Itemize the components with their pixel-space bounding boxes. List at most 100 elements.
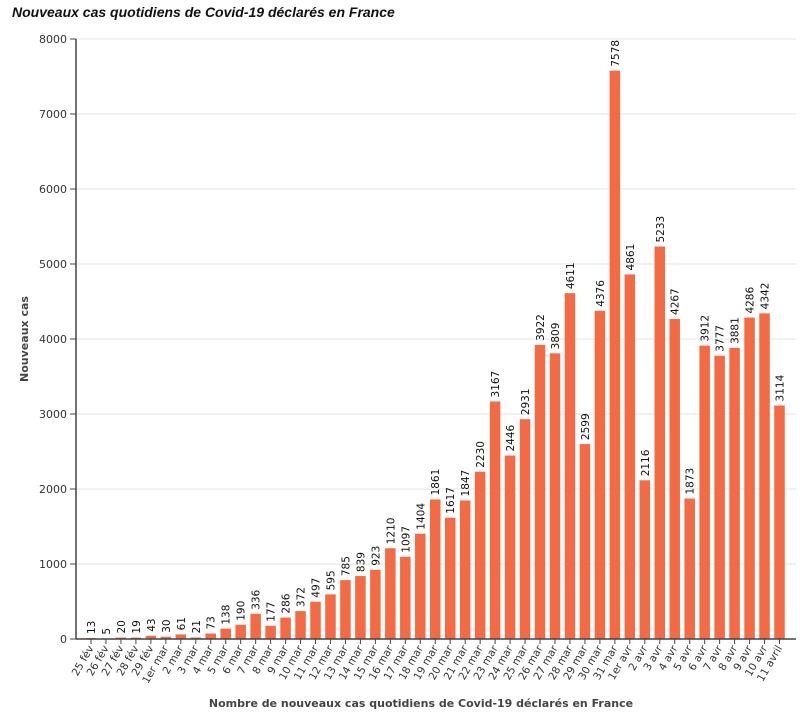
bar	[729, 347, 740, 639]
bar	[235, 624, 246, 639]
data-label: 1210	[385, 518, 397, 545]
bar	[699, 345, 710, 639]
data-label: 4342	[760, 283, 772, 310]
data-label: 7578	[610, 40, 622, 67]
bar	[415, 533, 426, 639]
data-label: 177	[266, 602, 278, 622]
bar	[519, 419, 531, 639]
data-label: 21	[191, 620, 203, 633]
data-label: 497	[311, 578, 323, 598]
data-label: 595	[325, 570, 337, 590]
data-label: 5	[101, 628, 113, 635]
x-axis-title: Nombre de nouveaux cas quotidiens de Cov…	[209, 697, 633, 710]
data-label: 138	[221, 605, 233, 625]
data-label: 4611	[565, 262, 577, 289]
data-label: 5233	[655, 216, 667, 243]
bar	[370, 569, 381, 639]
data-label: 4286	[745, 287, 757, 314]
data-label: 4376	[595, 280, 607, 307]
bars	[85, 70, 785, 639]
bar	[280, 617, 291, 639]
y-tick-label: 2000	[39, 483, 67, 496]
data-label: 3777	[715, 325, 727, 352]
data-label: 785	[340, 556, 352, 576]
bar	[564, 293, 576, 639]
data-label: 286	[281, 593, 293, 613]
bar	[714, 355, 725, 639]
bar	[669, 318, 680, 639]
data-label: 3114	[775, 374, 787, 401]
bar	[639, 480, 651, 639]
data-label: 1097	[400, 526, 412, 553]
data-label: 2116	[640, 449, 652, 476]
data-label: 1873	[685, 468, 697, 495]
data-label: 4267	[670, 288, 682, 315]
data-label: 2446	[505, 425, 517, 452]
data-label: 43	[146, 618, 158, 631]
bar	[430, 499, 441, 639]
y-tick-label: 3000	[39, 408, 67, 421]
bar	[474, 471, 486, 639]
data-label: 20	[116, 620, 128, 633]
bar	[145, 635, 157, 639]
data-label: 2931	[520, 388, 532, 415]
bar	[310, 601, 321, 639]
y-tick-label: 6000	[39, 183, 67, 196]
data-label: 19	[131, 620, 143, 633]
bar	[250, 613, 261, 639]
bar	[295, 611, 306, 639]
y-tick-label: 4000	[39, 333, 67, 346]
bar	[744, 317, 755, 639]
y-tick-label: 0	[60, 633, 67, 646]
bar	[654, 246, 666, 639]
data-label: 4861	[625, 244, 637, 271]
bar	[774, 405, 785, 639]
bar	[160, 636, 172, 639]
bar	[609, 70, 621, 639]
y-tick-label: 5000	[39, 258, 67, 271]
y-tick-label: 1000	[39, 558, 67, 571]
bar	[579, 444, 591, 639]
bar	[459, 500, 471, 639]
bar	[489, 401, 501, 639]
data-label: 61	[176, 617, 188, 630]
bar	[444, 517, 456, 639]
data-label: 1617	[445, 487, 457, 514]
data-label: 190	[236, 601, 248, 621]
data-label: 30	[161, 619, 173, 632]
data-label: 13	[86, 621, 98, 634]
data-label: 839	[355, 552, 367, 572]
y-tick-label: 7000	[39, 108, 67, 121]
y-axis-ticks: 0 1000 2000 3000 4000 5000 6000 7000 8000	[39, 33, 76, 646]
bar	[594, 310, 606, 639]
bar	[385, 548, 396, 639]
data-label: 1404	[415, 503, 427, 530]
bar	[325, 594, 336, 639]
bar	[400, 556, 411, 639]
bar	[355, 576, 366, 639]
bar	[624, 274, 636, 639]
bar	[534, 344, 546, 639]
y-tick-label: 8000	[39, 33, 67, 46]
chart-title: Nouveaux cas quotidiens de Covid-19 décl…	[12, 4, 395, 20]
data-label: 3922	[535, 314, 547, 341]
data-label: 3809	[550, 323, 562, 350]
y-axis-title: Nouveaux cas	[18, 296, 31, 382]
data-label: 1861	[430, 469, 442, 496]
data-label: 3881	[730, 317, 742, 344]
data-label: 372	[296, 587, 308, 607]
bar	[504, 455, 516, 639]
data-label: 2599	[580, 413, 592, 440]
bar	[340, 580, 351, 639]
bar	[684, 498, 695, 639]
data-label: 3167	[490, 371, 502, 398]
bar	[549, 353, 561, 639]
data-label: 923	[370, 546, 382, 566]
bar	[220, 628, 231, 639]
data-label: 1847	[460, 470, 472, 497]
bar	[265, 625, 276, 639]
data-label: 2230	[475, 441, 487, 468]
